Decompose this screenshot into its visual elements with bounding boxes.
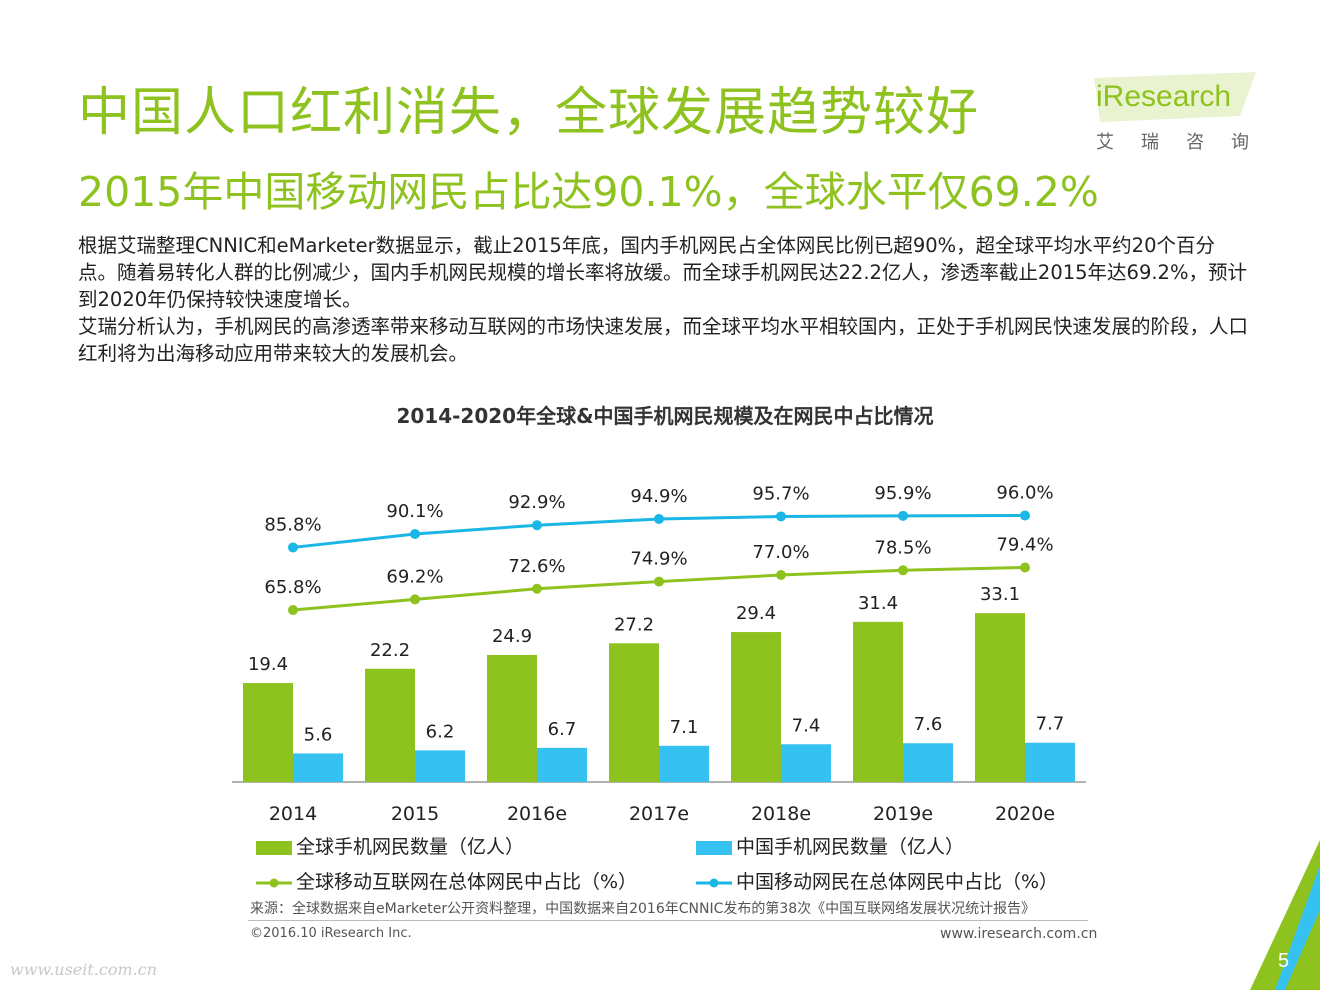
point-china-2014 — [288, 542, 298, 553]
bar-global-2020e — [975, 613, 1025, 782]
bar-label-china-2019e: 7.6 — [914, 714, 943, 735]
legend-label-line-global: 全球移动互联网在总体网民中占比（%） — [296, 871, 638, 893]
legend-swatch-blue-line — [696, 878, 732, 887]
bar-global-2016e — [487, 655, 537, 782]
bar-global-2019e — [853, 621, 903, 782]
page-subtitle: 2015年中国移动网民占比达90.1%，全球水平仅69.2% — [78, 168, 1099, 216]
summary-text: 根据艾瑞整理CNNIC和eMarketer数据显示，截止2015年底，国内手机网… — [78, 232, 1253, 367]
page-number: 5 — [1278, 950, 1290, 972]
bar-global-2017e — [609, 643, 659, 782]
point-china-2019e — [898, 510, 908, 521]
logo-banner-shape — [1094, 72, 1256, 122]
point-label-china-2018e: 95.7% — [752, 483, 809, 504]
bar-label-china-2017e: 7.1 — [670, 717, 699, 738]
x-tick-2019e: 2019e — [873, 803, 933, 825]
point-label-china-2020e: 96.0% — [996, 483, 1053, 504]
watermark: www.useit.com.cn — [10, 960, 158, 979]
point-label-global-2015: 69.2% — [386, 566, 443, 587]
point-label-china-2016e: 92.9% — [508, 492, 565, 513]
legend-bar-china: 中国手机网民数量（亿人） — [696, 832, 964, 859]
legend-label-bar-global: 全球手机网民数量（亿人） — [296, 836, 525, 858]
legend-bar-global: 全球手机网民数量（亿人） — [256, 832, 524, 859]
bar-label-global-2020e: 33.1 — [980, 584, 1020, 605]
iresearch-logo: iResearch 艾瑞咨询 — [1090, 70, 1260, 160]
point-global-2015 — [410, 594, 420, 605]
bar-label-global-2014: 19.4 — [248, 654, 288, 675]
point-label-global-2014: 65.8% — [264, 577, 321, 598]
bar-china-2017e — [659, 745, 709, 782]
bar-label-china-2020e: 7.7 — [1036, 714, 1065, 735]
legend-swatch-green-bar — [256, 840, 292, 855]
x-tick-2015: 2015 — [391, 803, 439, 825]
bar-label-global-2019e: 31.4 — [858, 593, 898, 614]
logo-brand: iResearch — [1096, 80, 1232, 113]
bar-label-global-2016e: 24.9 — [492, 626, 532, 647]
point-china-2017e — [654, 513, 664, 524]
legend-line-china: 中国移动网民在总体网民中占比（%） — [696, 867, 1058, 894]
bar-global-2018e — [731, 632, 781, 782]
point-global-2014 — [288, 605, 298, 616]
bar-china-2020e — [1025, 742, 1075, 782]
point-label-global-2016e: 72.6% — [508, 556, 565, 577]
bar-global-2014 — [243, 683, 293, 782]
point-china-2016e — [532, 520, 542, 531]
x-tick-2017e: 2017e — [629, 803, 689, 825]
legend-swatch-green-line — [256, 878, 292, 887]
summary-paragraph-2: 艾瑞分析认为，手机网民的高渗透率带来移动互联网的市场快速发展，而全球平均水平相较… — [78, 315, 1249, 365]
bar-label-global-2015: 22.2 — [370, 640, 410, 661]
page-title: 中国人口红利消失，全球发展趋势较好 — [78, 83, 980, 143]
bar-label-china-2014: 5.6 — [304, 724, 333, 745]
chart-title: 2014-2020年全球&中国手机网民规模及在网民中占比情况 — [396, 404, 934, 428]
corner-decoration — [1250, 840, 1320, 990]
bar-china-2014 — [293, 753, 343, 782]
bar-label-china-2015: 6.2 — [426, 721, 455, 742]
bar-label-china-2018e: 7.4 — [792, 715, 821, 736]
point-label-china-2019e: 95.9% — [874, 483, 931, 504]
point-global-2019e — [898, 565, 908, 576]
footer-divider — [248, 920, 1088, 921]
bar-global-2015 — [365, 668, 415, 782]
source-note: 来源：全球数据来自eMarketer公开资料整理，中国数据来自2016年CNNI… — [250, 901, 1036, 917]
legend-swatch-blue-bar — [696, 840, 732, 855]
point-global-2018e — [776, 569, 786, 580]
point-global-2016e — [532, 583, 542, 594]
legend-label-bar-china: 中国手机网民数量（亿人） — [736, 836, 965, 858]
point-label-china-2015: 90.1% — [386, 501, 443, 522]
copyright: ©2016.10 iResearch Inc. — [250, 926, 412, 941]
point-label-china-2017e: 94.9% — [630, 486, 687, 507]
legend-label-line-china: 中国移动网民在总体网民中占比（%） — [736, 871, 1059, 893]
x-tick-2016e: 2016e — [507, 803, 567, 825]
x-tick-2018e: 2018e — [751, 803, 811, 825]
x-tick-2014: 2014 — [269, 803, 317, 825]
bar-label-global-2017e: 27.2 — [614, 614, 654, 635]
point-china-2020e — [1020, 510, 1030, 521]
summary-paragraph-1: 根据艾瑞整理CNNIC和eMarketer数据显示，截止2015年底，国内手机网… — [78, 234, 1247, 311]
website-link[interactable]: www.iresearch.com.cn — [940, 926, 1098, 942]
bar-china-2018e — [781, 744, 831, 782]
logo-subtitle: 艾瑞咨询 — [1096, 132, 1276, 153]
point-label-global-2018e: 77.0% — [752, 542, 809, 563]
point-label-global-2017e: 74.9% — [630, 549, 687, 570]
point-global-2020e — [1020, 562, 1030, 573]
point-china-2015 — [410, 528, 420, 539]
bar-label-global-2018e: 29.4 — [736, 603, 776, 624]
bar-china-2016e — [537, 747, 587, 782]
point-label-global-2020e: 79.4% — [996, 534, 1053, 555]
point-china-2018e — [776, 511, 786, 522]
legend-line-global: 全球移动互联网在总体网民中占比（%） — [256, 867, 637, 894]
point-global-2017e — [654, 576, 664, 587]
x-tick-2020e: 2020e — [995, 803, 1055, 825]
bar-china-2015 — [415, 750, 465, 782]
bar-china-2019e — [903, 743, 953, 782]
point-label-global-2019e: 78.5% — [874, 537, 931, 558]
bar-label-china-2016e: 6.7 — [548, 719, 577, 740]
point-label-china-2014: 85.8% — [264, 514, 321, 535]
